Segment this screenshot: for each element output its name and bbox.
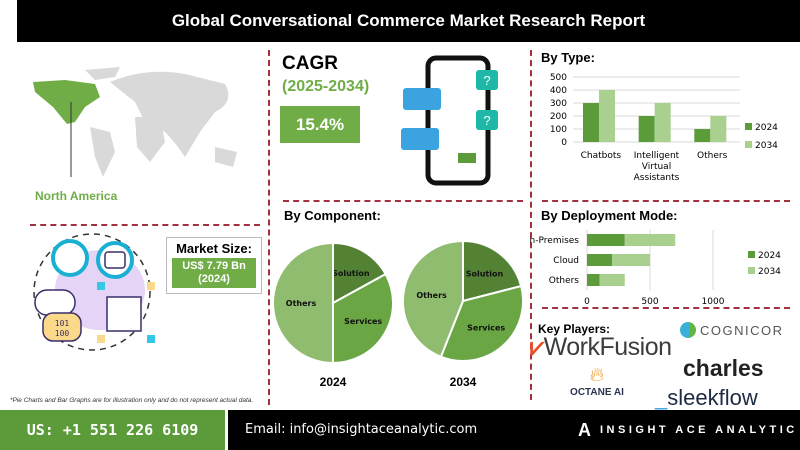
legend-label: 2024 <box>755 123 778 133</box>
x-tick-label: 0 <box>584 297 590 307</box>
insight-ace-logo-icon: A <box>578 420 591 440</box>
pie-slice-solution <box>462 239 523 303</box>
pie-label: Services <box>467 323 505 332</box>
y-tick-label: 400 <box>550 86 567 96</box>
pie-label: Others <box>416 291 447 300</box>
svg-text:?: ? <box>483 73 490 88</box>
pie-label: Solution <box>332 269 370 278</box>
flame-icon: 🔥︎ <box>589 364 605 386</box>
legend-swatch <box>745 141 752 148</box>
pie-year-label: 2024 <box>320 375 347 389</box>
divider <box>283 200 523 202</box>
pie-slice-others <box>402 239 464 359</box>
component-pie-charts: Solution Services Others 2024 Solution Servic… <box>272 239 524 389</box>
cognicor-name: COGNICOR <box>700 322 784 338</box>
market-size-card: Market Size: US$ 7.79 Bn (2024) <box>166 237 262 294</box>
footer-brand: INSIGHT ACE ANALYTIC <box>600 424 798 436</box>
world-map <box>33 67 237 177</box>
y-tick-label: 500 <box>550 73 567 83</box>
bar-2024 <box>638 116 655 142</box>
y-tick-label: Cloud <box>553 256 579 266</box>
x-tick-label: Others <box>697 151 728 161</box>
cagr-period: (2025-2034) <box>282 78 370 95</box>
type-bar-chart: 0 100 200 300 400 500 Chatbots IntelligentVirtu… <box>550 73 778 183</box>
sleekflow-logo: _sleekflow <box>655 385 758 410</box>
deployment-title: By Deployment Mode: <box>541 208 678 223</box>
footer-email[interactable]: Email: info@insightaceanalytic.com <box>245 422 478 437</box>
svg-text:101: 101 <box>55 319 70 328</box>
disclaimer: *Pie Charts and Bar Graphs are for illus… <box>10 397 254 404</box>
phone-chat-icon: ? ? <box>401 55 498 186</box>
market-size-label: Market Size: <box>176 241 252 256</box>
legend-label: 2034 <box>758 267 781 277</box>
deployment-bar-chart: 0 500 1000 On-Premises Cloud Others 2024 2034 <box>530 230 781 307</box>
footer-phone[interactable]: US: +1 551 226 6109 <box>0 410 225 450</box>
component-title: By Component: <box>284 208 381 223</box>
workfusion-name: WorkFusion <box>543 333 672 361</box>
conversational-ai-illustration-icon: 101 100 <box>33 233 155 351</box>
divider <box>542 200 790 202</box>
bar-2034 <box>624 234 676 246</box>
region-label: North America <box>35 189 118 203</box>
bar-2034 <box>599 90 615 142</box>
bar-2034 <box>599 274 625 286</box>
legend-swatch <box>748 267 755 274</box>
workfusion-logo: ⩗WorkFusion <box>530 333 672 361</box>
y-tick-label: On-Premises <box>530 236 579 246</box>
legend-swatch <box>745 123 752 130</box>
svg-text:?: ? <box>483 113 490 128</box>
report-title-bar: Global Conversational Commerce Market Re… <box>17 0 800 42</box>
octane-ai-logo: 🔥︎ OCTANE AI <box>561 365 633 398</box>
type-title: By Type: <box>541 50 595 65</box>
cagr-value: 15.4% <box>280 106 360 143</box>
pie-slice-solution <box>332 241 387 305</box>
pie-slice-services <box>332 272 394 365</box>
report-title: Global Conversational Commerce Market Re… <box>171 11 646 30</box>
legend-swatch <box>748 251 755 258</box>
legend-label: 2034 <box>755 141 778 151</box>
cognicor-logo: COGNICOR <box>680 322 784 338</box>
bar-2034 <box>612 254 650 266</box>
y-tick-label: 0 <box>561 138 567 148</box>
bar-2034 <box>654 103 671 142</box>
y-tick-label: Others <box>549 276 580 286</box>
bar-2024 <box>583 103 599 142</box>
y-tick-label: 300 <box>550 99 567 109</box>
y-tick-label: 200 <box>550 112 567 122</box>
divider <box>268 50 270 405</box>
bar-2024 <box>587 274 600 286</box>
pie-slice-services <box>439 284 524 362</box>
pie-slice-others <box>272 241 334 365</box>
x-tick-label: Assistants <box>634 173 680 183</box>
octane-ai-name: OCTANE AI <box>570 387 624 398</box>
svg-text:100: 100 <box>55 329 70 338</box>
x-tick-label: 1000 <box>702 297 725 307</box>
y-tick-label: 100 <box>550 125 567 135</box>
bar-2024 <box>587 254 613 266</box>
x-tick-label: 500 <box>641 297 658 307</box>
pie-label: Solution <box>466 269 504 278</box>
x-tick-label: Virtual <box>642 162 671 172</box>
market-size-value: US$ 7.79 Bn <box>182 260 246 272</box>
pie-label: Others <box>286 299 317 308</box>
bar-2034 <box>710 116 727 142</box>
charles-logo: charles <box>683 355 764 381</box>
market-size-year: (2024) <box>198 273 230 285</box>
pie-year-label: 2034 <box>450 375 477 389</box>
x-tick-label: Intelligent <box>634 151 680 161</box>
bar-2024 <box>587 234 625 246</box>
footer-bar: Email: info@insightaceanalytic.com A INS… <box>228 410 800 450</box>
legend-label: 2024 <box>758 251 781 261</box>
bar-2024 <box>694 129 711 142</box>
x-tick-label: Chatbots <box>581 151 622 161</box>
divider <box>30 224 260 226</box>
sleekflow-name: sleekflow <box>667 385 758 410</box>
key-players-title: Key Players: <box>538 322 611 336</box>
market-size-value-box: US$ 7.79 Bn (2024) <box>172 258 256 288</box>
pie-label: Services <box>344 317 382 326</box>
cagr-label: CAGR <box>282 53 338 74</box>
divider <box>530 50 532 400</box>
divider <box>542 307 790 309</box>
